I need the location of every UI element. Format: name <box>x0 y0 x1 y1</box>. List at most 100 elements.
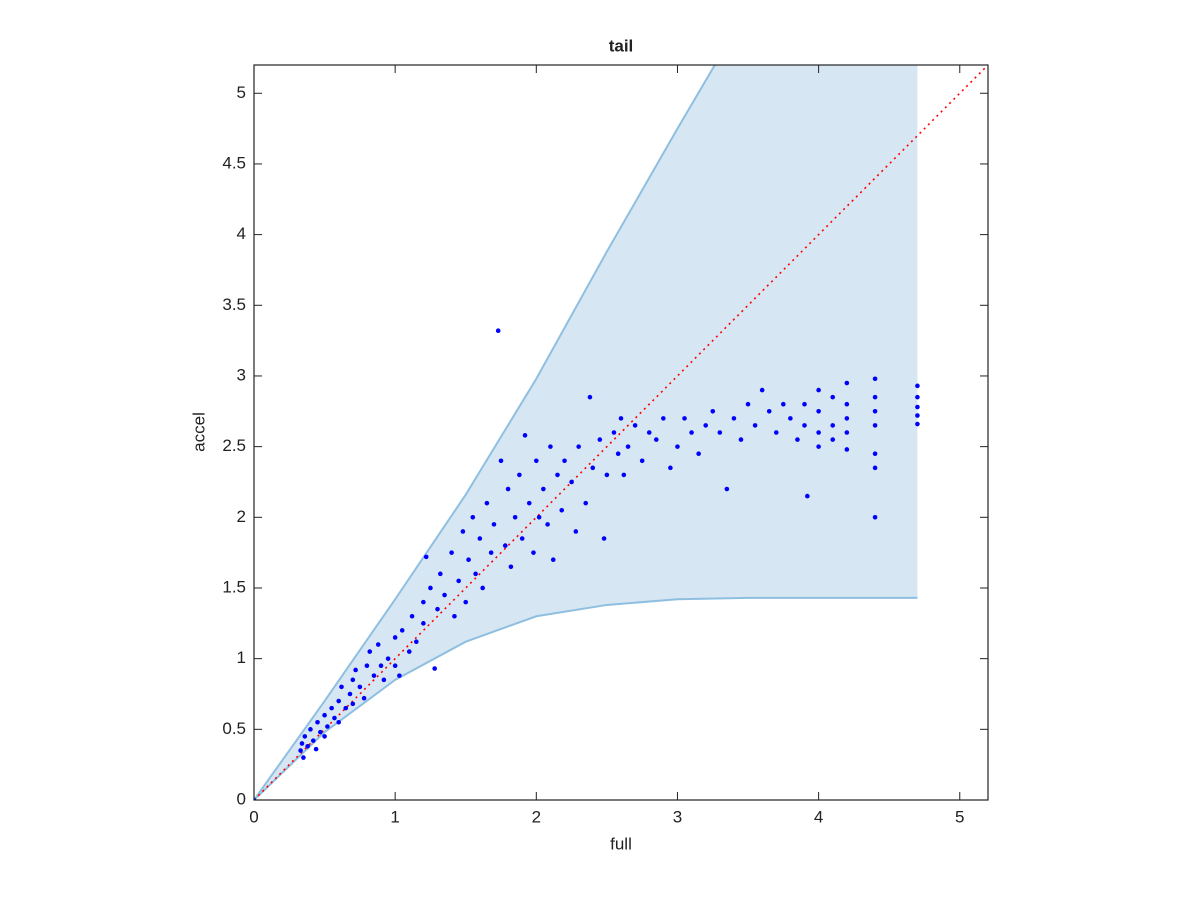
point <box>318 729 323 735</box>
point <box>421 599 426 605</box>
point <box>639 458 645 464</box>
point <box>731 416 737 421</box>
point <box>305 743 310 749</box>
band-upper-edge <box>254 65 716 800</box>
point <box>361 695 367 701</box>
point <box>550 557 556 563</box>
plot-area <box>254 65 988 800</box>
point <box>590 465 596 471</box>
point <box>915 394 920 400</box>
x-tick-label: 0 <box>249 807 258 826</box>
point <box>308 727 313 732</box>
point <box>519 536 525 541</box>
point <box>322 734 327 739</box>
y-tick-label: 0.5 <box>222 719 246 738</box>
point <box>343 705 349 711</box>
point <box>601 536 607 541</box>
point <box>625 444 631 449</box>
y-tick-label: 3.5 <box>222 295 246 314</box>
point <box>378 663 384 669</box>
point <box>555 472 560 478</box>
point <box>460 529 466 534</box>
point <box>428 585 433 591</box>
point <box>477 536 483 541</box>
point <box>816 430 821 435</box>
x-axis-label: full <box>610 834 632 853</box>
x-tick-label: 5 <box>955 807 964 826</box>
point <box>816 387 821 393</box>
point <box>559 507 565 513</box>
y-tick-label: 0 <box>237 789 246 808</box>
point <box>463 599 469 605</box>
point <box>347 691 353 697</box>
point <box>872 376 878 382</box>
x-tick-label: 1 <box>390 807 399 826</box>
x-tick-label: 3 <box>673 807 682 826</box>
point <box>844 416 850 421</box>
point <box>397 673 402 678</box>
point <box>470 515 476 520</box>
point <box>611 430 617 435</box>
point <box>872 465 878 471</box>
point <box>301 755 306 760</box>
point <box>336 719 341 725</box>
point <box>536 515 542 520</box>
point <box>442 592 447 598</box>
point <box>752 423 758 428</box>
point <box>466 557 471 563</box>
point <box>844 380 850 386</box>
point <box>392 635 398 640</box>
point <box>495 328 501 334</box>
point <box>717 430 723 435</box>
y-tick-label: 3 <box>237 365 246 384</box>
axes-box <box>253 64 989 801</box>
point <box>682 416 687 421</box>
point <box>738 437 744 442</box>
point <box>689 430 694 435</box>
y-tick-label: 2.5 <box>222 436 246 455</box>
point <box>332 715 337 721</box>
point <box>298 748 303 753</box>
point <box>830 394 836 400</box>
point <box>385 656 391 661</box>
point <box>872 451 878 457</box>
point <box>522 433 528 438</box>
point <box>696 451 701 457</box>
point <box>915 404 920 410</box>
point <box>805 493 810 499</box>
point <box>618 416 624 421</box>
band-lower-edge <box>254 596 918 800</box>
x-tick-label: 4 <box>814 807 823 826</box>
point <box>302 734 308 739</box>
y-tick-label: 5 <box>237 83 246 102</box>
point <box>583 500 589 506</box>
point <box>844 447 850 452</box>
point <box>432 666 437 671</box>
point <box>781 401 786 407</box>
y-axis-label: accel <box>189 412 208 452</box>
y-tick-label: 1 <box>237 648 246 667</box>
point <box>759 387 765 393</box>
point <box>597 437 603 442</box>
point <box>872 394 878 400</box>
y-tick-label: 4 <box>237 224 246 243</box>
point <box>310 738 316 743</box>
point <box>872 423 878 428</box>
point <box>545 522 550 527</box>
point <box>830 423 836 428</box>
point <box>350 701 356 707</box>
point <box>502 543 508 548</box>
x-tick-label: 2 <box>532 807 541 826</box>
point <box>587 394 593 400</box>
point <box>724 486 730 492</box>
band-area <box>254 65 918 800</box>
point <box>406 649 412 654</box>
point <box>505 486 511 492</box>
point <box>830 437 836 442</box>
point <box>661 416 666 421</box>
point <box>299 741 305 746</box>
point <box>364 663 370 669</box>
point <box>675 444 680 449</box>
point <box>329 705 334 711</box>
